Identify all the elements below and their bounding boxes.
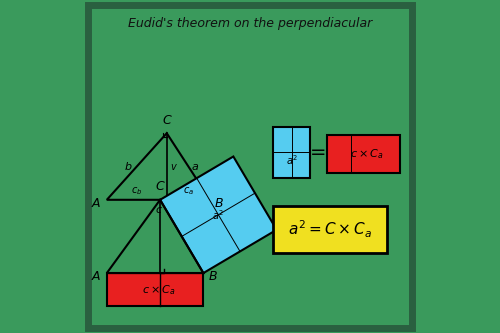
Text: b: b bbox=[125, 162, 132, 171]
Bar bbox=[326, 135, 400, 173]
Text: $c \times C_a$: $c \times C_a$ bbox=[350, 147, 384, 161]
Text: $a^2$: $a^2$ bbox=[286, 153, 298, 167]
Text: $a^2 = C \times C_a$: $a^2 = C \times C_a$ bbox=[288, 219, 372, 240]
Text: A: A bbox=[92, 196, 100, 210]
Bar bbox=[274, 127, 310, 178]
Text: C: C bbox=[162, 114, 171, 127]
Text: Eudid's theorem on the perpendiacular: Eudid's theorem on the perpendiacular bbox=[128, 17, 372, 30]
Text: $a^2$: $a^2$ bbox=[212, 208, 224, 222]
Bar bbox=[107, 273, 204, 306]
Text: $c_a$: $c_a$ bbox=[183, 185, 194, 197]
Text: A: A bbox=[92, 270, 100, 283]
Polygon shape bbox=[160, 157, 276, 273]
Bar bbox=[274, 206, 386, 253]
Text: =: = bbox=[310, 143, 326, 162]
Text: a: a bbox=[192, 162, 198, 171]
Text: v: v bbox=[170, 162, 176, 171]
Text: c: c bbox=[156, 205, 162, 215]
Text: B: B bbox=[215, 196, 224, 210]
Text: $c \times C_a$: $c \times C_a$ bbox=[142, 283, 176, 297]
Text: B: B bbox=[208, 270, 217, 283]
Text: C: C bbox=[156, 180, 164, 193]
Text: $c_b$: $c_b$ bbox=[131, 185, 142, 197]
